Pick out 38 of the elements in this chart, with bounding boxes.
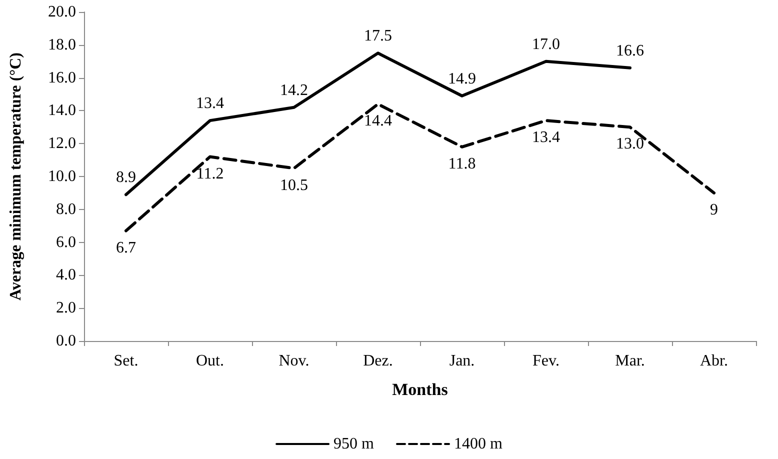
y-tick-label: 20.0 (48, 4, 76, 20)
y-tick-label: 0.0 (56, 332, 76, 350)
y-tick-label: 14.0 (48, 102, 76, 120)
x-tick-label: Nov. (278, 352, 310, 370)
x-tick-label: Out. (196, 352, 224, 370)
data-label: 17.5 (364, 28, 392, 45)
data-label: 14.9 (448, 70, 476, 88)
y-tick-label: 16.0 (48, 69, 76, 86)
data-label: 13.4 (532, 129, 560, 146)
data-label: 16.6 (616, 42, 644, 60)
x-tick-label: Fev. (532, 352, 560, 370)
y-tick-label: 8.0 (56, 200, 76, 218)
x-tick-label: Dez. (363, 352, 393, 370)
y-axis-title: Average minimum temperature (°C) (8, 52, 24, 300)
data-label: 6.7 (116, 239, 136, 256)
x-tick-label: Mar. (615, 352, 645, 370)
y-tick-label: 12.0 (48, 135, 76, 152)
x-axis-title: Months (392, 380, 448, 399)
legend-label: 950 m (334, 436, 375, 452)
data-label: 17.0 (532, 36, 560, 53)
legend-label: 1400 m (454, 436, 503, 452)
y-tick-label: 2.0 (56, 300, 76, 317)
y-tick-label: 18.0 (48, 36, 76, 54)
x-tick-label: Set. (114, 352, 138, 370)
data-label: 11.8 (448, 155, 476, 172)
data-label: 14.2 (280, 82, 308, 99)
data-label: 14.4 (364, 112, 392, 130)
data-label: 9 (710, 201, 718, 218)
y-tick-label: 10.0 (48, 168, 76, 185)
y-tick-label: 4.0 (56, 266, 76, 284)
data-label: 13.0 (616, 136, 644, 153)
data-label: 10.5 (280, 176, 308, 194)
data-label: 13.4 (196, 95, 224, 112)
x-tick-label: Jan. (449, 352, 475, 370)
y-tick-label: 6.0 (56, 234, 76, 251)
data-label: 11.2 (196, 165, 224, 182)
data-label: 8.9 (116, 169, 136, 186)
x-tick-label: Abr. (700, 352, 728, 370)
